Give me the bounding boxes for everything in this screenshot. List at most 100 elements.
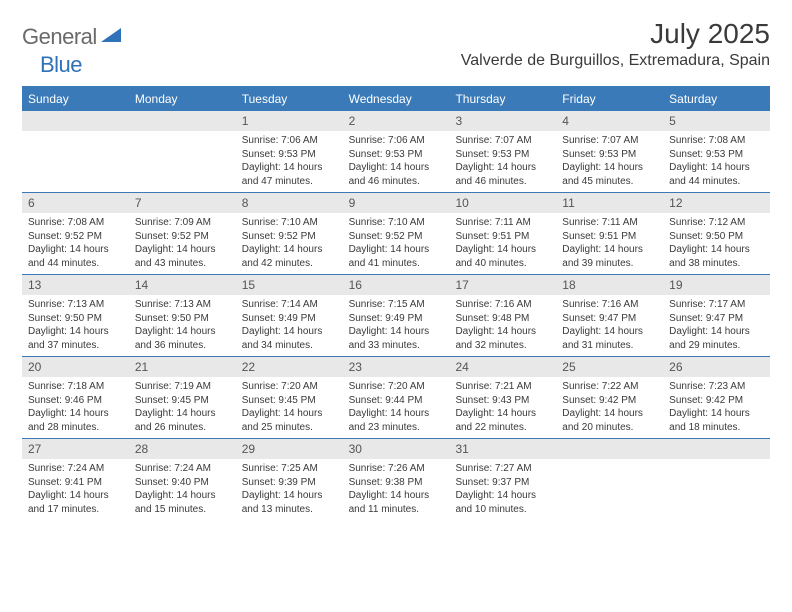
- day-number: 31: [449, 439, 556, 459]
- day-cell: 5Sunrise: 7:08 AMSunset: 9:53 PMDaylight…: [663, 111, 770, 192]
- day-content: Sunrise: 7:21 AMSunset: 9:43 PMDaylight:…: [449, 377, 556, 438]
- sunrise-text: Sunrise: 7:18 AM: [28, 380, 123, 394]
- sunset-text: Sunset: 9:49 PM: [349, 312, 444, 326]
- daylight-text: Daylight: 14 hours and 29 minutes.: [669, 325, 764, 352]
- day-content: Sunrise: 7:06 AMSunset: 9:53 PMDaylight:…: [343, 131, 450, 192]
- sunset-text: Sunset: 9:40 PM: [135, 476, 230, 490]
- sunrise-text: Sunrise: 7:26 AM: [349, 462, 444, 476]
- day-number: 9: [343, 193, 450, 213]
- day-number: 18: [556, 275, 663, 295]
- sunset-text: Sunset: 9:37 PM: [455, 476, 550, 490]
- day-number: 15: [236, 275, 343, 295]
- day-number: 29: [236, 439, 343, 459]
- sunrise-text: Sunrise: 7:19 AM: [135, 380, 230, 394]
- day-number: 19: [663, 275, 770, 295]
- day-cell: 31Sunrise: 7:27 AMSunset: 9:37 PMDayligh…: [449, 439, 556, 520]
- day-cell: 30Sunrise: 7:26 AMSunset: 9:38 PMDayligh…: [343, 439, 450, 520]
- day-content: Sunrise: 7:16 AMSunset: 9:47 PMDaylight:…: [556, 295, 663, 356]
- day-number: 16: [343, 275, 450, 295]
- daylight-text: Daylight: 14 hours and 45 minutes.: [562, 161, 657, 188]
- sunrise-text: Sunrise: 7:13 AM: [135, 298, 230, 312]
- daylight-text: Daylight: 14 hours and 37 minutes.: [28, 325, 123, 352]
- day-content: Sunrise: 7:15 AMSunset: 9:49 PMDaylight:…: [343, 295, 450, 356]
- day-cell: 25Sunrise: 7:22 AMSunset: 9:42 PMDayligh…: [556, 357, 663, 438]
- day-cell: 11Sunrise: 7:11 AMSunset: 9:51 PMDayligh…: [556, 193, 663, 274]
- day-content: Sunrise: 7:17 AMSunset: 9:47 PMDaylight:…: [663, 295, 770, 356]
- day-number: 3: [449, 111, 556, 131]
- day-content: Sunrise: 7:09 AMSunset: 9:52 PMDaylight:…: [129, 213, 236, 274]
- day-number: [129, 111, 236, 131]
- logo-text-blue: Blue: [40, 52, 82, 77]
- day-number: 26: [663, 357, 770, 377]
- sunrise-text: Sunrise: 7:11 AM: [562, 216, 657, 230]
- day-number: 13: [22, 275, 129, 295]
- day-number: 11: [556, 193, 663, 213]
- sunrise-text: Sunrise: 7:16 AM: [562, 298, 657, 312]
- sunrise-text: Sunrise: 7:08 AM: [669, 134, 764, 148]
- day-cell: 15Sunrise: 7:14 AMSunset: 9:49 PMDayligh…: [236, 275, 343, 356]
- sunrise-text: Sunrise: 7:25 AM: [242, 462, 337, 476]
- day-content: Sunrise: 7:25 AMSunset: 9:39 PMDaylight:…: [236, 459, 343, 520]
- sunset-text: Sunset: 9:46 PM: [28, 394, 123, 408]
- day-number: 25: [556, 357, 663, 377]
- day-cell: 1Sunrise: 7:06 AMSunset: 9:53 PMDaylight…: [236, 111, 343, 192]
- location: Valverde de Burguillos, Extremadura, Spa…: [461, 52, 770, 70]
- day-number: 2: [343, 111, 450, 131]
- daylight-text: Daylight: 14 hours and 25 minutes.: [242, 407, 337, 434]
- day-cell: 27Sunrise: 7:24 AMSunset: 9:41 PMDayligh…: [22, 439, 129, 520]
- sunset-text: Sunset: 9:39 PM: [242, 476, 337, 490]
- day-number: 23: [343, 357, 450, 377]
- day-content: Sunrise: 7:20 AMSunset: 9:45 PMDaylight:…: [236, 377, 343, 438]
- daylight-text: Daylight: 14 hours and 46 minutes.: [455, 161, 550, 188]
- sunrise-text: Sunrise: 7:06 AM: [349, 134, 444, 148]
- daylight-text: Daylight: 14 hours and 18 minutes.: [669, 407, 764, 434]
- sunset-text: Sunset: 9:50 PM: [135, 312, 230, 326]
- day-cell: 6Sunrise: 7:08 AMSunset: 9:52 PMDaylight…: [22, 193, 129, 274]
- sunset-text: Sunset: 9:47 PM: [669, 312, 764, 326]
- daylight-text: Daylight: 14 hours and 36 minutes.: [135, 325, 230, 352]
- week-row: 1Sunrise: 7:06 AMSunset: 9:53 PMDaylight…: [22, 110, 770, 192]
- day-content: Sunrise: 7:16 AMSunset: 9:48 PMDaylight:…: [449, 295, 556, 356]
- dow-row: Sunday Monday Tuesday Wednesday Thursday…: [22, 88, 770, 110]
- day-content: Sunrise: 7:20 AMSunset: 9:44 PMDaylight:…: [343, 377, 450, 438]
- day-number: 7: [129, 193, 236, 213]
- sunset-text: Sunset: 9:53 PM: [562, 148, 657, 162]
- day-number: 24: [449, 357, 556, 377]
- dow-cell: Friday: [556, 88, 663, 110]
- day-cell: 26Sunrise: 7:23 AMSunset: 9:42 PMDayligh…: [663, 357, 770, 438]
- day-content: Sunrise: 7:08 AMSunset: 9:52 PMDaylight:…: [22, 213, 129, 274]
- day-number: 5: [663, 111, 770, 131]
- day-number: 12: [663, 193, 770, 213]
- day-content: Sunrise: 7:27 AMSunset: 9:37 PMDaylight:…: [449, 459, 556, 520]
- daylight-text: Daylight: 14 hours and 33 minutes.: [349, 325, 444, 352]
- sunrise-text: Sunrise: 7:15 AM: [349, 298, 444, 312]
- sunrise-text: Sunrise: 7:07 AM: [562, 134, 657, 148]
- daylight-text: Daylight: 14 hours and 42 minutes.: [242, 243, 337, 270]
- day-cell: 9Sunrise: 7:10 AMSunset: 9:52 PMDaylight…: [343, 193, 450, 274]
- day-cell: 3Sunrise: 7:07 AMSunset: 9:53 PMDaylight…: [449, 111, 556, 192]
- day-cell: 4Sunrise: 7:07 AMSunset: 9:53 PMDaylight…: [556, 111, 663, 192]
- day-number: 1: [236, 111, 343, 131]
- week-row: 27Sunrise: 7:24 AMSunset: 9:41 PMDayligh…: [22, 438, 770, 520]
- sunset-text: Sunset: 9:50 PM: [669, 230, 764, 244]
- day-cell: [663, 439, 770, 520]
- sunset-text: Sunset: 9:38 PM: [349, 476, 444, 490]
- day-content: Sunrise: 7:10 AMSunset: 9:52 PMDaylight:…: [236, 213, 343, 274]
- day-number: 17: [449, 275, 556, 295]
- day-cell: 21Sunrise: 7:19 AMSunset: 9:45 PMDayligh…: [129, 357, 236, 438]
- daylight-text: Daylight: 14 hours and 46 minutes.: [349, 161, 444, 188]
- daylight-text: Daylight: 14 hours and 31 minutes.: [562, 325, 657, 352]
- sunrise-text: Sunrise: 7:08 AM: [28, 216, 123, 230]
- sunrise-text: Sunrise: 7:14 AM: [242, 298, 337, 312]
- day-cell: 12Sunrise: 7:12 AMSunset: 9:50 PMDayligh…: [663, 193, 770, 274]
- sunrise-text: Sunrise: 7:27 AM: [455, 462, 550, 476]
- day-cell: 13Sunrise: 7:13 AMSunset: 9:50 PMDayligh…: [22, 275, 129, 356]
- daylight-text: Daylight: 14 hours and 23 minutes.: [349, 407, 444, 434]
- sunrise-text: Sunrise: 7:16 AM: [455, 298, 550, 312]
- day-number: 14: [129, 275, 236, 295]
- daylight-text: Daylight: 14 hours and 47 minutes.: [242, 161, 337, 188]
- day-cell: 18Sunrise: 7:16 AMSunset: 9:47 PMDayligh…: [556, 275, 663, 356]
- daylight-text: Daylight: 14 hours and 39 minutes.: [562, 243, 657, 270]
- sunset-text: Sunset: 9:53 PM: [349, 148, 444, 162]
- daylight-text: Daylight: 14 hours and 34 minutes.: [242, 325, 337, 352]
